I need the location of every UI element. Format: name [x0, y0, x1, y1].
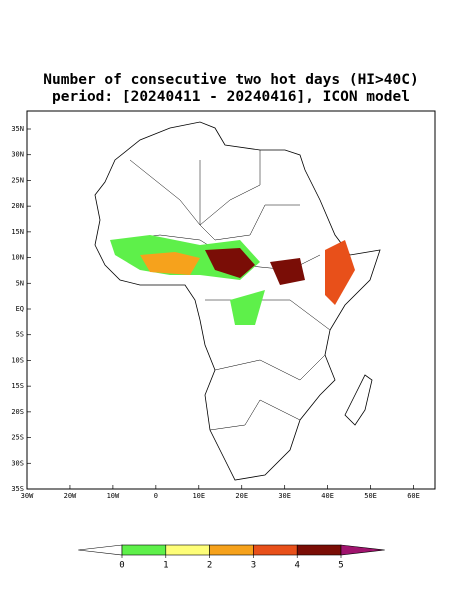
- colorbar-segment: [165, 544, 210, 556]
- x-tick-label: 60E: [407, 492, 420, 500]
- region-green: [230, 290, 265, 325]
- colorbar-tick-label: 0: [119, 561, 124, 571]
- colorbar-segment: [296, 544, 342, 556]
- colorbar-segment: [121, 544, 167, 556]
- x-tick-label: 30W: [21, 492, 34, 500]
- y-tick-label: 35N: [11, 125, 24, 133]
- x-tick-label: 50E: [364, 492, 377, 500]
- x-tick-label: 30E: [278, 492, 291, 500]
- y-tick-label: 35S: [11, 485, 24, 493]
- hot-day-areas: [110, 235, 355, 325]
- x-tick-label: 20W: [64, 492, 77, 500]
- colorbar-tick-label: 1: [163, 561, 168, 571]
- x-tick-label: 10E: [192, 492, 205, 500]
- y-tick-label: 30S: [11, 459, 24, 467]
- x-tick-label: 40E: [321, 492, 334, 500]
- colorbar-under: [78, 544, 123, 556]
- y-tick-label: 25S: [11, 434, 24, 442]
- y-tick-label: 5N: [16, 279, 24, 287]
- colorbar-tick-label: 3: [251, 561, 256, 571]
- x-tick-label: 0: [154, 492, 158, 500]
- colorbar-tick-label: 5: [338, 561, 343, 571]
- y-tick-label: 15S: [11, 382, 24, 390]
- y-tick-label: 10S: [11, 356, 24, 364]
- colorbar-segment: [253, 544, 298, 556]
- madagascar-outline: [344, 374, 373, 426]
- region-orange: [140, 252, 200, 275]
- y-tick-label: EQ: [16, 305, 24, 313]
- colorbar-segment: [209, 544, 254, 556]
- y-tick-label: 15N: [11, 228, 24, 236]
- map-title: Number of consecutive two hot days (HI>4…: [43, 72, 418, 88]
- region-redorange: [325, 240, 355, 305]
- colorbar-over: [340, 544, 385, 556]
- map-subtitle: period: [20240411 - 20240416], ICON mode…: [52, 89, 410, 105]
- y-tick-label: 5S: [16, 331, 24, 339]
- colorbar-tick-label: 4: [294, 561, 299, 571]
- map-area: [26, 110, 436, 490]
- x-tick-label: 10W: [107, 492, 120, 500]
- x-tick-label: 20E: [235, 492, 248, 500]
- y-tick-label: 20S: [11, 408, 24, 416]
- y-tick-label: 20N: [11, 202, 24, 210]
- region-darkred: [205, 248, 255, 278]
- colorbar-tick-label: 2: [207, 561, 212, 571]
- y-tick-label: 25N: [11, 176, 24, 184]
- region-darkred: [270, 258, 305, 285]
- y-tick-label: 30N: [11, 151, 24, 159]
- y-tick-label: 10N: [11, 254, 24, 262]
